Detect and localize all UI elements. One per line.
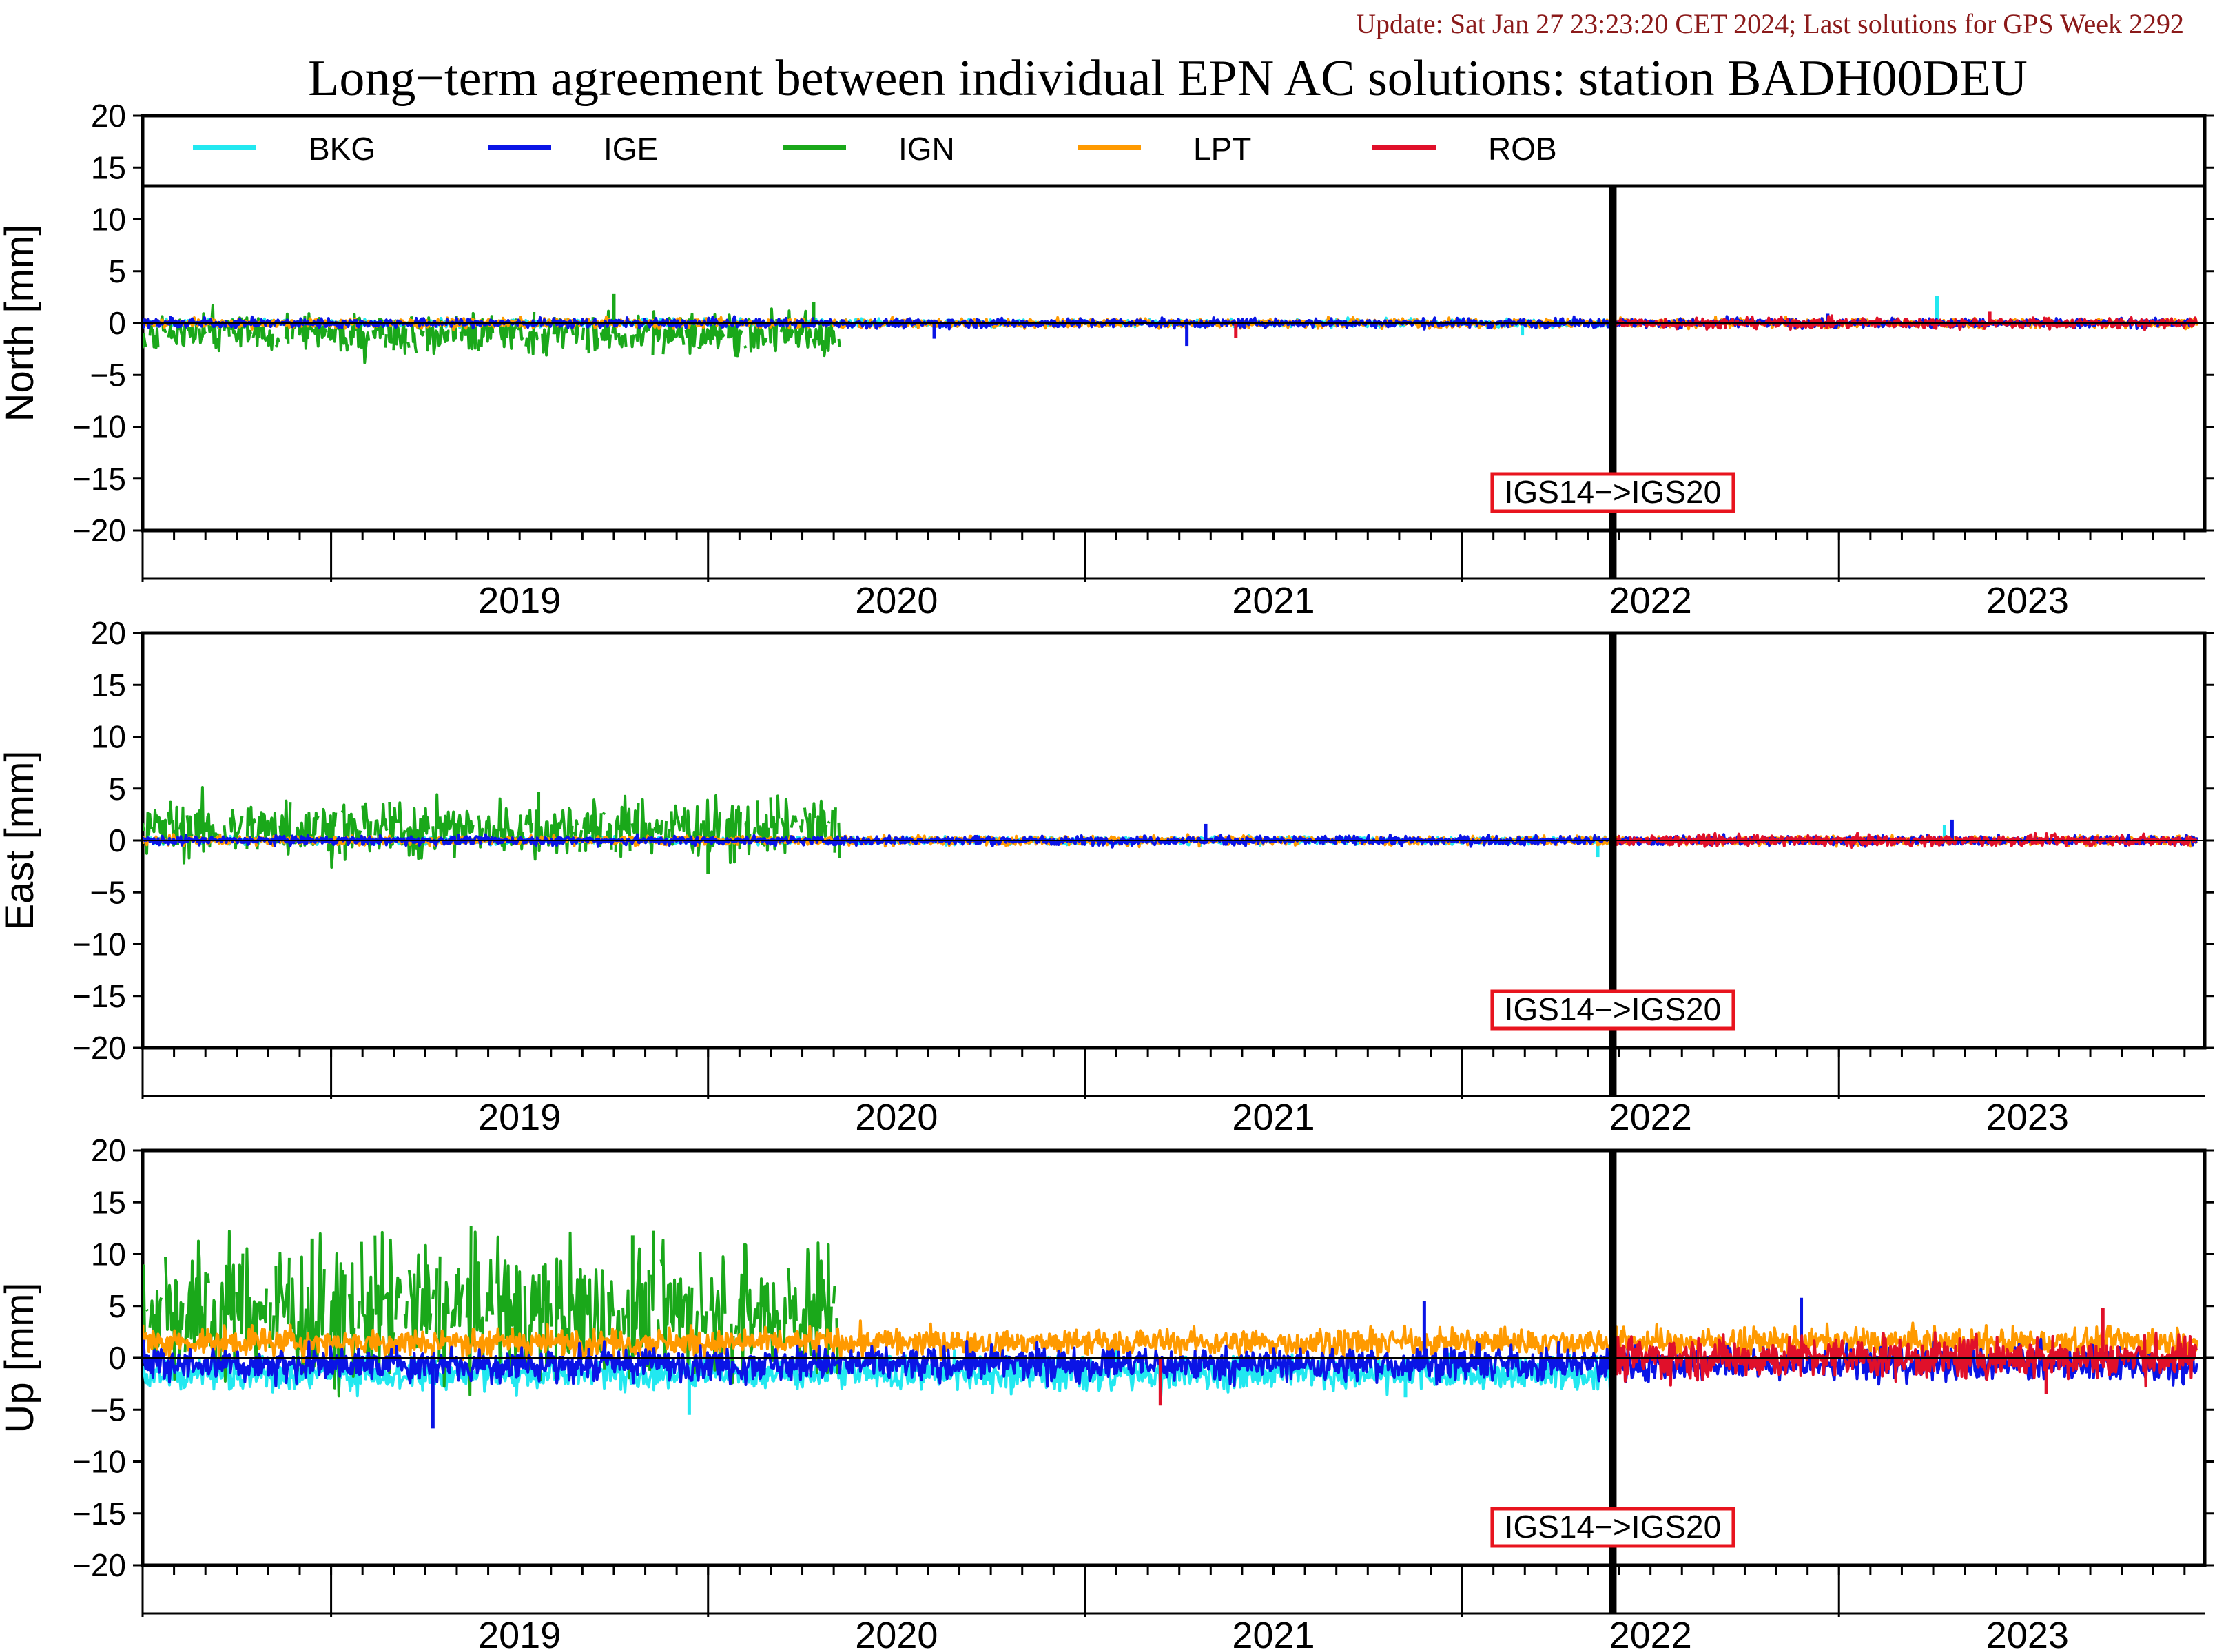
legend-box (141, 114, 2207, 188)
y-tick-label: 5 (108, 771, 126, 807)
legend: BKG IGE IGN LPT ROB (141, 114, 2207, 188)
y-tick-label: 10 (91, 202, 126, 238)
y-tick-label: −10 (72, 409, 126, 445)
legend-label-bkg: BKG (309, 131, 375, 167)
y-tick-label: −15 (72, 1496, 126, 1531)
annotation-box (1490, 472, 1735, 513)
y-axis-label: East [mm] (0, 750, 42, 930)
y-tick-label: 20 (91, 1133, 126, 1168)
y-tick-label: −5 (90, 357, 126, 393)
x-tick-label: 2020 (855, 1097, 938, 1138)
series-ige (143, 315, 2198, 331)
series-lpt (143, 1319, 2198, 1363)
y-tick-label: 10 (91, 1237, 126, 1272)
annotation-box (1490, 989, 1735, 1031)
x-tick-label: 2019 (478, 580, 561, 621)
series-ign (143, 304, 841, 364)
y-tick-label: 0 (108, 1340, 126, 1376)
annotation-text: IGS14−>IGS20 (1505, 1509, 1722, 1545)
legend-label-lpt: LPT (1193, 131, 1251, 167)
series-ige (143, 1337, 2198, 1388)
y-axis-label: Up [mm] (0, 1282, 42, 1433)
y-tick-label: 15 (91, 667, 126, 703)
y-axis-label: North [mm] (0, 225, 42, 422)
series-bkg (143, 1349, 1614, 1398)
y-tick-label: 20 (91, 98, 126, 134)
x-tick-label: 2019 (478, 1615, 561, 1652)
y-tick-label: 0 (108, 823, 126, 858)
y-tick-label: −10 (72, 927, 126, 962)
series-ign (143, 786, 841, 869)
x-tick-label: 2021 (1232, 1097, 1315, 1138)
y-tick-label: −20 (72, 513, 126, 548)
data-series (143, 786, 2198, 874)
data-series (143, 1226, 2198, 1429)
update-text: Update: Sat Jan 27 23:23:20 CET 2024; La… (1356, 8, 2184, 39)
annotation-text: IGS14−>IGS20 (1505, 474, 1722, 510)
frame-change-annotation: IGS14−>IGS20 (1490, 989, 1735, 1031)
panel-up: 20 15 10 5 0 −5 −10 −15 −20 Up [mm] 2019 2020 2021 20… (0, 1133, 2214, 1652)
panel-north: 20 15 10 5 0 −5 −10 −15 −20 North [mm] 2019 2020 202… (0, 98, 2214, 621)
annotation-text: IGS14−>IGS20 (1505, 991, 1722, 1027)
x-tick-label: 2023 (1986, 580, 2069, 621)
y-tick-label: 15 (91, 149, 126, 185)
x-tick-label: 2021 (1232, 1615, 1315, 1652)
chart-title: Long−term agreement between individual E… (308, 50, 2028, 107)
legend-label-ign: IGN (898, 131, 955, 167)
x-tick-label: 2020 (855, 580, 938, 621)
y-tick-label: 5 (108, 254, 126, 289)
y-tick-label: 20 (91, 615, 126, 651)
x-tick-label: 2023 (1986, 1097, 2069, 1138)
y-tick-label: −20 (72, 1547, 126, 1583)
y-tick-label: −5 (90, 1392, 126, 1427)
x-tick-label: 2020 (855, 1615, 938, 1652)
y-tick-label: −15 (72, 461, 126, 497)
y-tick-label: −15 (72, 978, 126, 1014)
panel-east: 20 15 10 5 0 −5 −10 −15 −20 East [mm] 2019 2020 2021… (0, 615, 2214, 1138)
y-tick-label: −5 (90, 874, 126, 910)
x-tick-label: 2023 (1986, 1615, 2069, 1652)
legend-label-ige: IGE (604, 131, 658, 167)
y-tick-label: 10 (91, 719, 126, 755)
frame-change-annotation: IGS14−>IGS20 (1490, 1507, 1735, 1548)
y-tick-label: 0 (108, 305, 126, 341)
x-tick-label: 2021 (1232, 580, 1315, 621)
x-tick-label: 2022 (1609, 580, 1692, 621)
x-tick-label: 2022 (1609, 1097, 1692, 1138)
legend-label-rob: ROB (1488, 131, 1557, 167)
x-tick-label: 2019 (478, 1097, 561, 1138)
y-tick-label: −20 (72, 1030, 126, 1066)
data-series (143, 293, 2198, 364)
y-tick-label: 15 (91, 1184, 126, 1220)
y-tick-label: −10 (72, 1444, 126, 1480)
frame-change-annotation: IGS14−>IGS20 (1490, 472, 1735, 513)
annotation-box (1490, 1507, 1735, 1548)
y-tick-label: 5 (108, 1288, 126, 1324)
x-tick-label: 2022 (1609, 1615, 1692, 1652)
